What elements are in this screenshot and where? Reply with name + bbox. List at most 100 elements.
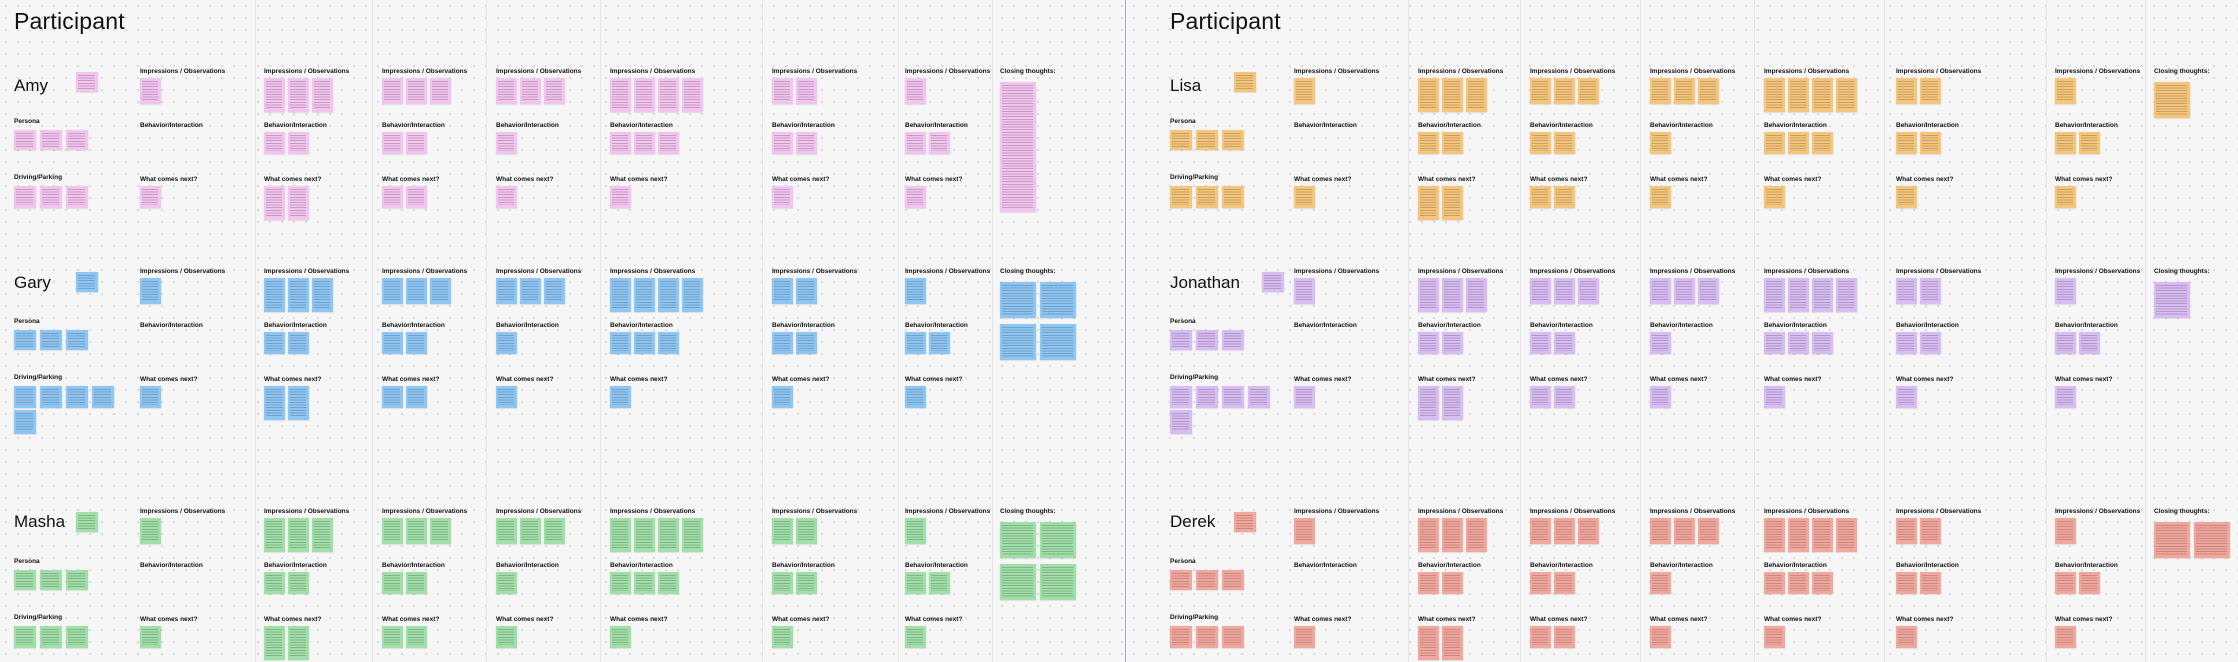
sticky-note[interactable]	[40, 186, 62, 208]
sticky-note[interactable]	[1788, 78, 1809, 112]
sticky-note[interactable]	[1788, 518, 1809, 552]
sticky-note[interactable]	[312, 518, 333, 552]
sticky-note[interactable]	[1040, 324, 1076, 360]
sticky-note[interactable]	[544, 518, 565, 544]
sticky-note[interactable]	[610, 186, 631, 208]
sticky-note[interactable]	[1294, 186, 1315, 208]
sticky-note[interactable]	[682, 518, 703, 552]
sticky-note[interactable]	[288, 186, 309, 220]
sticky-note[interactable]	[1650, 78, 1671, 104]
sticky-note[interactable]	[264, 278, 285, 312]
sticky-note[interactable]	[66, 570, 88, 590]
sticky-note[interactable]	[1170, 410, 1192, 434]
sticky-note[interactable]	[929, 572, 950, 594]
sticky-note[interactable]	[140, 386, 161, 408]
sticky-note[interactable]	[2055, 518, 2076, 544]
sticky-note[interactable]	[905, 78, 926, 104]
sticky-note[interactable]	[634, 78, 655, 112]
sticky-note[interactable]	[772, 572, 793, 594]
sticky-note[interactable]	[905, 278, 926, 304]
sticky-note[interactable]	[1222, 570, 1244, 590]
sticky-note[interactable]	[1466, 518, 1487, 552]
sticky-note[interactable]	[1222, 626, 1244, 648]
sticky-note[interactable]	[658, 132, 679, 154]
sticky-note[interactable]	[1650, 386, 1671, 408]
sticky-note[interactable]	[1418, 78, 1439, 112]
sticky-note[interactable]	[610, 518, 631, 552]
sticky-note[interactable]	[658, 518, 679, 552]
sticky-note[interactable]	[1578, 518, 1599, 544]
sticky-note[interactable]	[544, 278, 565, 304]
sticky-note[interactable]	[905, 386, 926, 408]
sticky-note[interactable]	[1896, 278, 1917, 304]
sticky-note[interactable]	[1788, 278, 1809, 312]
sticky-note[interactable]	[288, 386, 309, 420]
sticky-note[interactable]	[1896, 332, 1917, 354]
sticky-note[interactable]	[14, 570, 36, 590]
sticky-note[interactable]	[1896, 386, 1917, 408]
sticky-note[interactable]	[288, 132, 309, 154]
sticky-note[interactable]	[430, 78, 451, 104]
sticky-note[interactable]	[796, 572, 817, 594]
sticky-note[interactable]	[1554, 278, 1575, 304]
sticky-note[interactable]	[1920, 278, 1941, 304]
sticky-note[interactable]	[610, 332, 631, 354]
sticky-note[interactable]	[2055, 572, 2076, 594]
sticky-note[interactable]	[634, 132, 655, 154]
sticky-note[interactable]	[66, 626, 88, 648]
sticky-note[interactable]	[1294, 78, 1315, 104]
sticky-note[interactable]	[66, 130, 88, 150]
sticky-note[interactable]	[1698, 518, 1719, 544]
sticky-note[interactable]	[1000, 282, 1036, 318]
sticky-note[interactable]	[2154, 522, 2190, 558]
sticky-note[interactable]	[264, 332, 285, 354]
sticky-note[interactable]	[1294, 518, 1315, 544]
sticky-note[interactable]	[288, 572, 309, 594]
sticky-note[interactable]	[1764, 626, 1785, 648]
sticky-note[interactable]	[772, 278, 793, 304]
sticky-note[interactable]	[1896, 572, 1917, 594]
sticky-note[interactable]	[1442, 518, 1463, 552]
sticky-note[interactable]	[1920, 78, 1941, 104]
sticky-note[interactable]	[1896, 132, 1917, 154]
sticky-note[interactable]	[14, 626, 36, 648]
sticky-note[interactable]	[14, 186, 36, 208]
sticky-note[interactable]	[634, 332, 655, 354]
sticky-note[interactable]	[66, 386, 88, 408]
sticky-note[interactable]	[496, 518, 517, 544]
sticky-note[interactable]	[1442, 132, 1463, 154]
sticky-note[interactable]	[1674, 518, 1695, 544]
sticky-note[interactable]	[1650, 132, 1671, 154]
sticky-note[interactable]	[2055, 278, 2076, 304]
sticky-note[interactable]	[1554, 332, 1575, 354]
sticky-note[interactable]	[1554, 386, 1575, 408]
sticky-note[interactable]	[610, 626, 631, 648]
sticky-note[interactable]	[905, 332, 926, 354]
sticky-note[interactable]	[1442, 186, 1463, 220]
sticky-note[interactable]	[1788, 332, 1809, 354]
sticky-note[interactable]	[520, 518, 541, 544]
sticky-note[interactable]	[2079, 332, 2100, 354]
sticky-note[interactable]	[1170, 186, 1192, 208]
sticky-note[interactable]	[2055, 78, 2076, 104]
sticky-note[interactable]	[496, 386, 517, 408]
sticky-note[interactable]	[312, 278, 333, 312]
sticky-note[interactable]	[496, 78, 517, 104]
sticky-note[interactable]	[1836, 278, 1857, 312]
sticky-note[interactable]	[1530, 78, 1551, 104]
sticky-note[interactable]	[1530, 332, 1551, 354]
sticky-note[interactable]	[1040, 564, 1076, 600]
sticky-note[interactable]	[796, 332, 817, 354]
sticky-note[interactable]	[772, 626, 793, 648]
sticky-note[interactable]	[610, 572, 631, 594]
sticky-note[interactable]	[1764, 278, 1785, 312]
sticky-note[interactable]	[1000, 564, 1036, 600]
sticky-note[interactable]	[382, 626, 403, 648]
sticky-note[interactable]	[140, 278, 161, 304]
sticky-note[interactable]	[14, 330, 36, 350]
sticky-note[interactable]	[1554, 572, 1575, 594]
sticky-note[interactable]	[1554, 132, 1575, 154]
sticky-note[interactable]	[796, 518, 817, 544]
sticky-note[interactable]	[772, 186, 793, 208]
sticky-note[interactable]	[264, 132, 285, 154]
